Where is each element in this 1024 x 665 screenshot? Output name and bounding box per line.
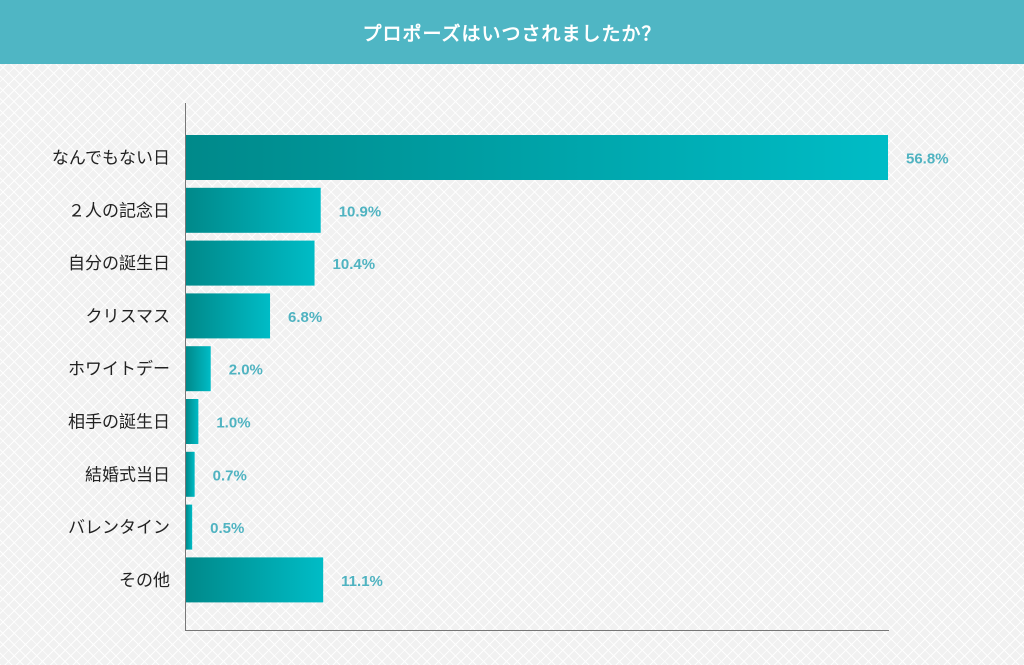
value-label: 6.8% xyxy=(288,309,322,326)
category-label: 結婚式当日 xyxy=(85,465,170,485)
bar xyxy=(186,293,271,339)
category-label: バレンタイン xyxy=(68,518,170,538)
category-label: ホワイトデー xyxy=(68,359,170,380)
chart-title: プロポーズはいつされましたか？ xyxy=(362,22,662,45)
value-label: 0.7% xyxy=(213,467,247,484)
category-label: その他 xyxy=(119,571,170,591)
category-label: 自分の誕生日 xyxy=(68,254,170,274)
category-label: クリスマス xyxy=(86,307,171,327)
bar xyxy=(186,451,195,497)
value-label: 11.1% xyxy=(341,573,383,590)
chart-header: プロポーズはいつされましたか？ xyxy=(0,0,1024,64)
value-label: 1.0% xyxy=(216,415,250,432)
bar xyxy=(186,187,321,233)
category-label: 相手の誕生日 xyxy=(68,413,170,433)
value-label: 10.4% xyxy=(333,256,376,273)
bar xyxy=(186,504,193,550)
bar xyxy=(186,240,315,286)
value-label: 10.9% xyxy=(339,203,382,220)
bar xyxy=(186,557,324,603)
bar xyxy=(186,346,211,392)
value-label: 2.0% xyxy=(229,362,263,379)
bar xyxy=(186,135,888,180)
category-label: ２人の記念日 xyxy=(68,200,170,221)
bar xyxy=(186,399,199,444)
value-label: 0.5% xyxy=(210,520,244,537)
value-label: 56.8% xyxy=(906,151,949,168)
category-label: なんでもない日 xyxy=(52,149,170,169)
